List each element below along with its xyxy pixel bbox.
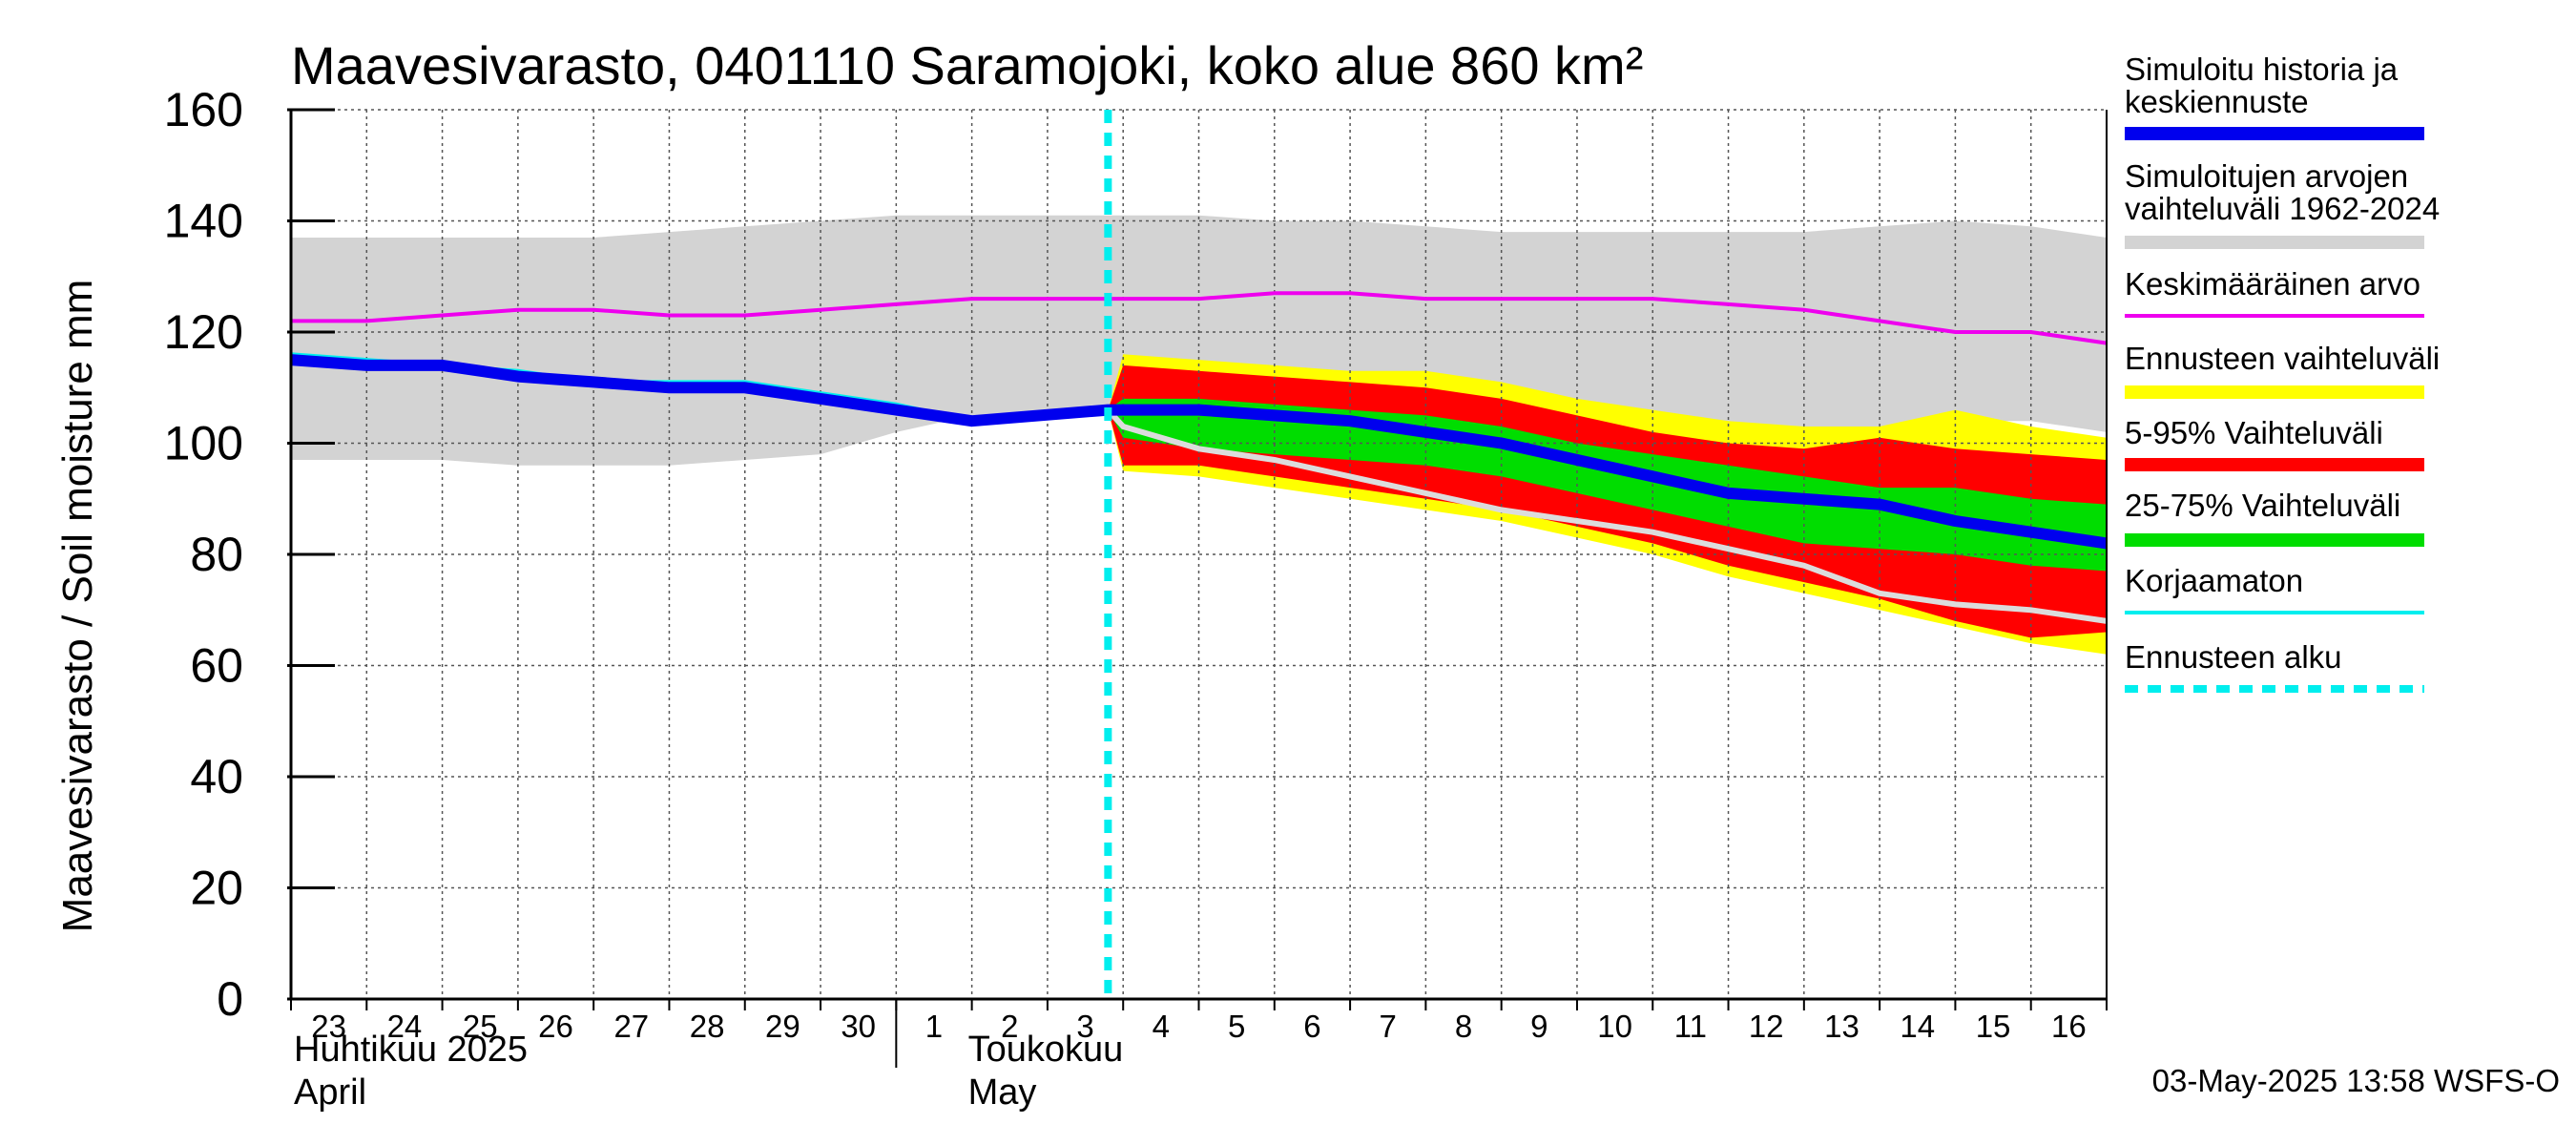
legend-item: 5-95% Vaihteluväli <box>2125 415 2424 471</box>
x-tick-label: 1 <box>925 1009 943 1044</box>
x-tick-label: 29 <box>765 1009 800 1044</box>
x-tick-label: 26 <box>538 1009 573 1044</box>
legend-label: Keskimääräinen arvo <box>2125 266 2420 302</box>
legend-label: Korjaamaton <box>2125 563 2303 598</box>
plot-area <box>290 109 2108 999</box>
y-tick-label: 40 <box>190 750 243 803</box>
x-tick-label: 13 <box>1824 1009 1859 1044</box>
x-tick-label: 7 <box>1380 1009 1397 1044</box>
uncorrected-forecast-line <box>1106 407 2108 624</box>
y-tick-label: 160 <box>164 83 243 136</box>
x-tick-label: 4 <box>1153 1009 1170 1044</box>
x-tick-label: 25 <box>463 1009 498 1044</box>
y-axis-label: Maavesivarasto / Soil moisture mm <box>54 280 101 933</box>
month-label-en: May <box>968 1072 1037 1113</box>
x-tick-label: 27 <box>613 1009 649 1044</box>
y-tick-label: 140 <box>164 195 243 248</box>
legend-label: Ennusteen vaihteluväli <box>2125 341 2440 376</box>
x-tick-label: 5 <box>1228 1009 1245 1044</box>
legend-label-line: vaihteluväli 1962-2024 <box>2125 191 2440 226</box>
legend-label: Simuloitu historia ja keskiennuste <box>2125 52 2399 119</box>
y-tick-label: 80 <box>190 528 243 581</box>
legend-item: 25-75% Vaihteluväli <box>2125 488 2424 547</box>
legend-label: Ennusteen alku <box>2125 639 2342 675</box>
x-tick-label: 12 <box>1749 1009 1784 1044</box>
month-label-fi: Huhtikuu 2025 <box>294 1030 528 1070</box>
legend-item: Korjaamaton <box>2125 563 2424 614</box>
mean-line <box>291 291 2108 345</box>
y-tick-label: 0 <box>217 972 243 1026</box>
y-tick-label: 60 <box>190 639 243 693</box>
x-tick-label: 6 <box>1303 1009 1320 1044</box>
legend-label: 5-95% Vaihteluväli <box>2125 415 2383 450</box>
y-tick-label: 120 <box>164 305 243 359</box>
x-tick-label: 3 <box>1076 1009 1093 1044</box>
x-tick-label: 30 <box>841 1009 876 1044</box>
x-tick-label: 16 <box>2051 1009 2087 1044</box>
x-tick-label: 15 <box>1976 1009 2011 1044</box>
x-tick-label: 10 <box>1597 1009 1632 1044</box>
simulated-line <box>290 354 2108 550</box>
chart-title: Maavesivarasto, 0401110 Saramojoki, koko… <box>291 35 1643 95</box>
legend-label-line: Simuloitujen arvojen <box>2125 158 2408 194</box>
x-tick-label: 14 <box>1900 1009 1935 1044</box>
legend-item: Simuloitujen arvojen vaihteluväli 1962-20… <box>2125 158 2440 249</box>
legend-item: Simuloitu historia ja keskiennuste <box>2125 52 2424 140</box>
legend-item: Ennusteen alku <box>2125 639 2424 693</box>
y-tick-label: 100 <box>164 417 243 470</box>
p25-p75-band <box>1108 398 2107 572</box>
legend-label-line: keskiennuste <box>2125 84 2309 119</box>
month-label-fi: Toukokuu <box>968 1030 1124 1070</box>
x-tick-label: 9 <box>1530 1009 1548 1044</box>
legend: Simuloitu historia ja keskiennusteSimuloi… <box>2125 52 2440 693</box>
month-label-en: April <box>294 1072 366 1113</box>
y-tick-label: 20 <box>190 862 243 915</box>
legend-item: Ennusteen vaihteluväli <box>2125 341 2440 399</box>
timestamp-footer: 03-May-2025 13:58 WSFS-O <box>2152 1063 2560 1098</box>
legend-label-line: Simuloitu historia ja <box>2125 52 2399 87</box>
x-tick-label: 24 <box>387 1009 423 1044</box>
x-tick-label: 28 <box>690 1009 725 1044</box>
x-tick-label: 11 <box>1674 1009 1707 1044</box>
legend-label: 25-75% Vaihteluväli <box>2125 488 2400 523</box>
legend-label: Simuloitujen arvojen vaihteluväli 1962-20… <box>2125 158 2440 226</box>
x-tick-label: 2 <box>1001 1009 1018 1044</box>
legend-item: Keskimääräinen arvo <box>2125 266 2424 318</box>
x-tick-label: 8 <box>1455 1009 1472 1044</box>
x-tick-label: 23 <box>311 1009 346 1044</box>
